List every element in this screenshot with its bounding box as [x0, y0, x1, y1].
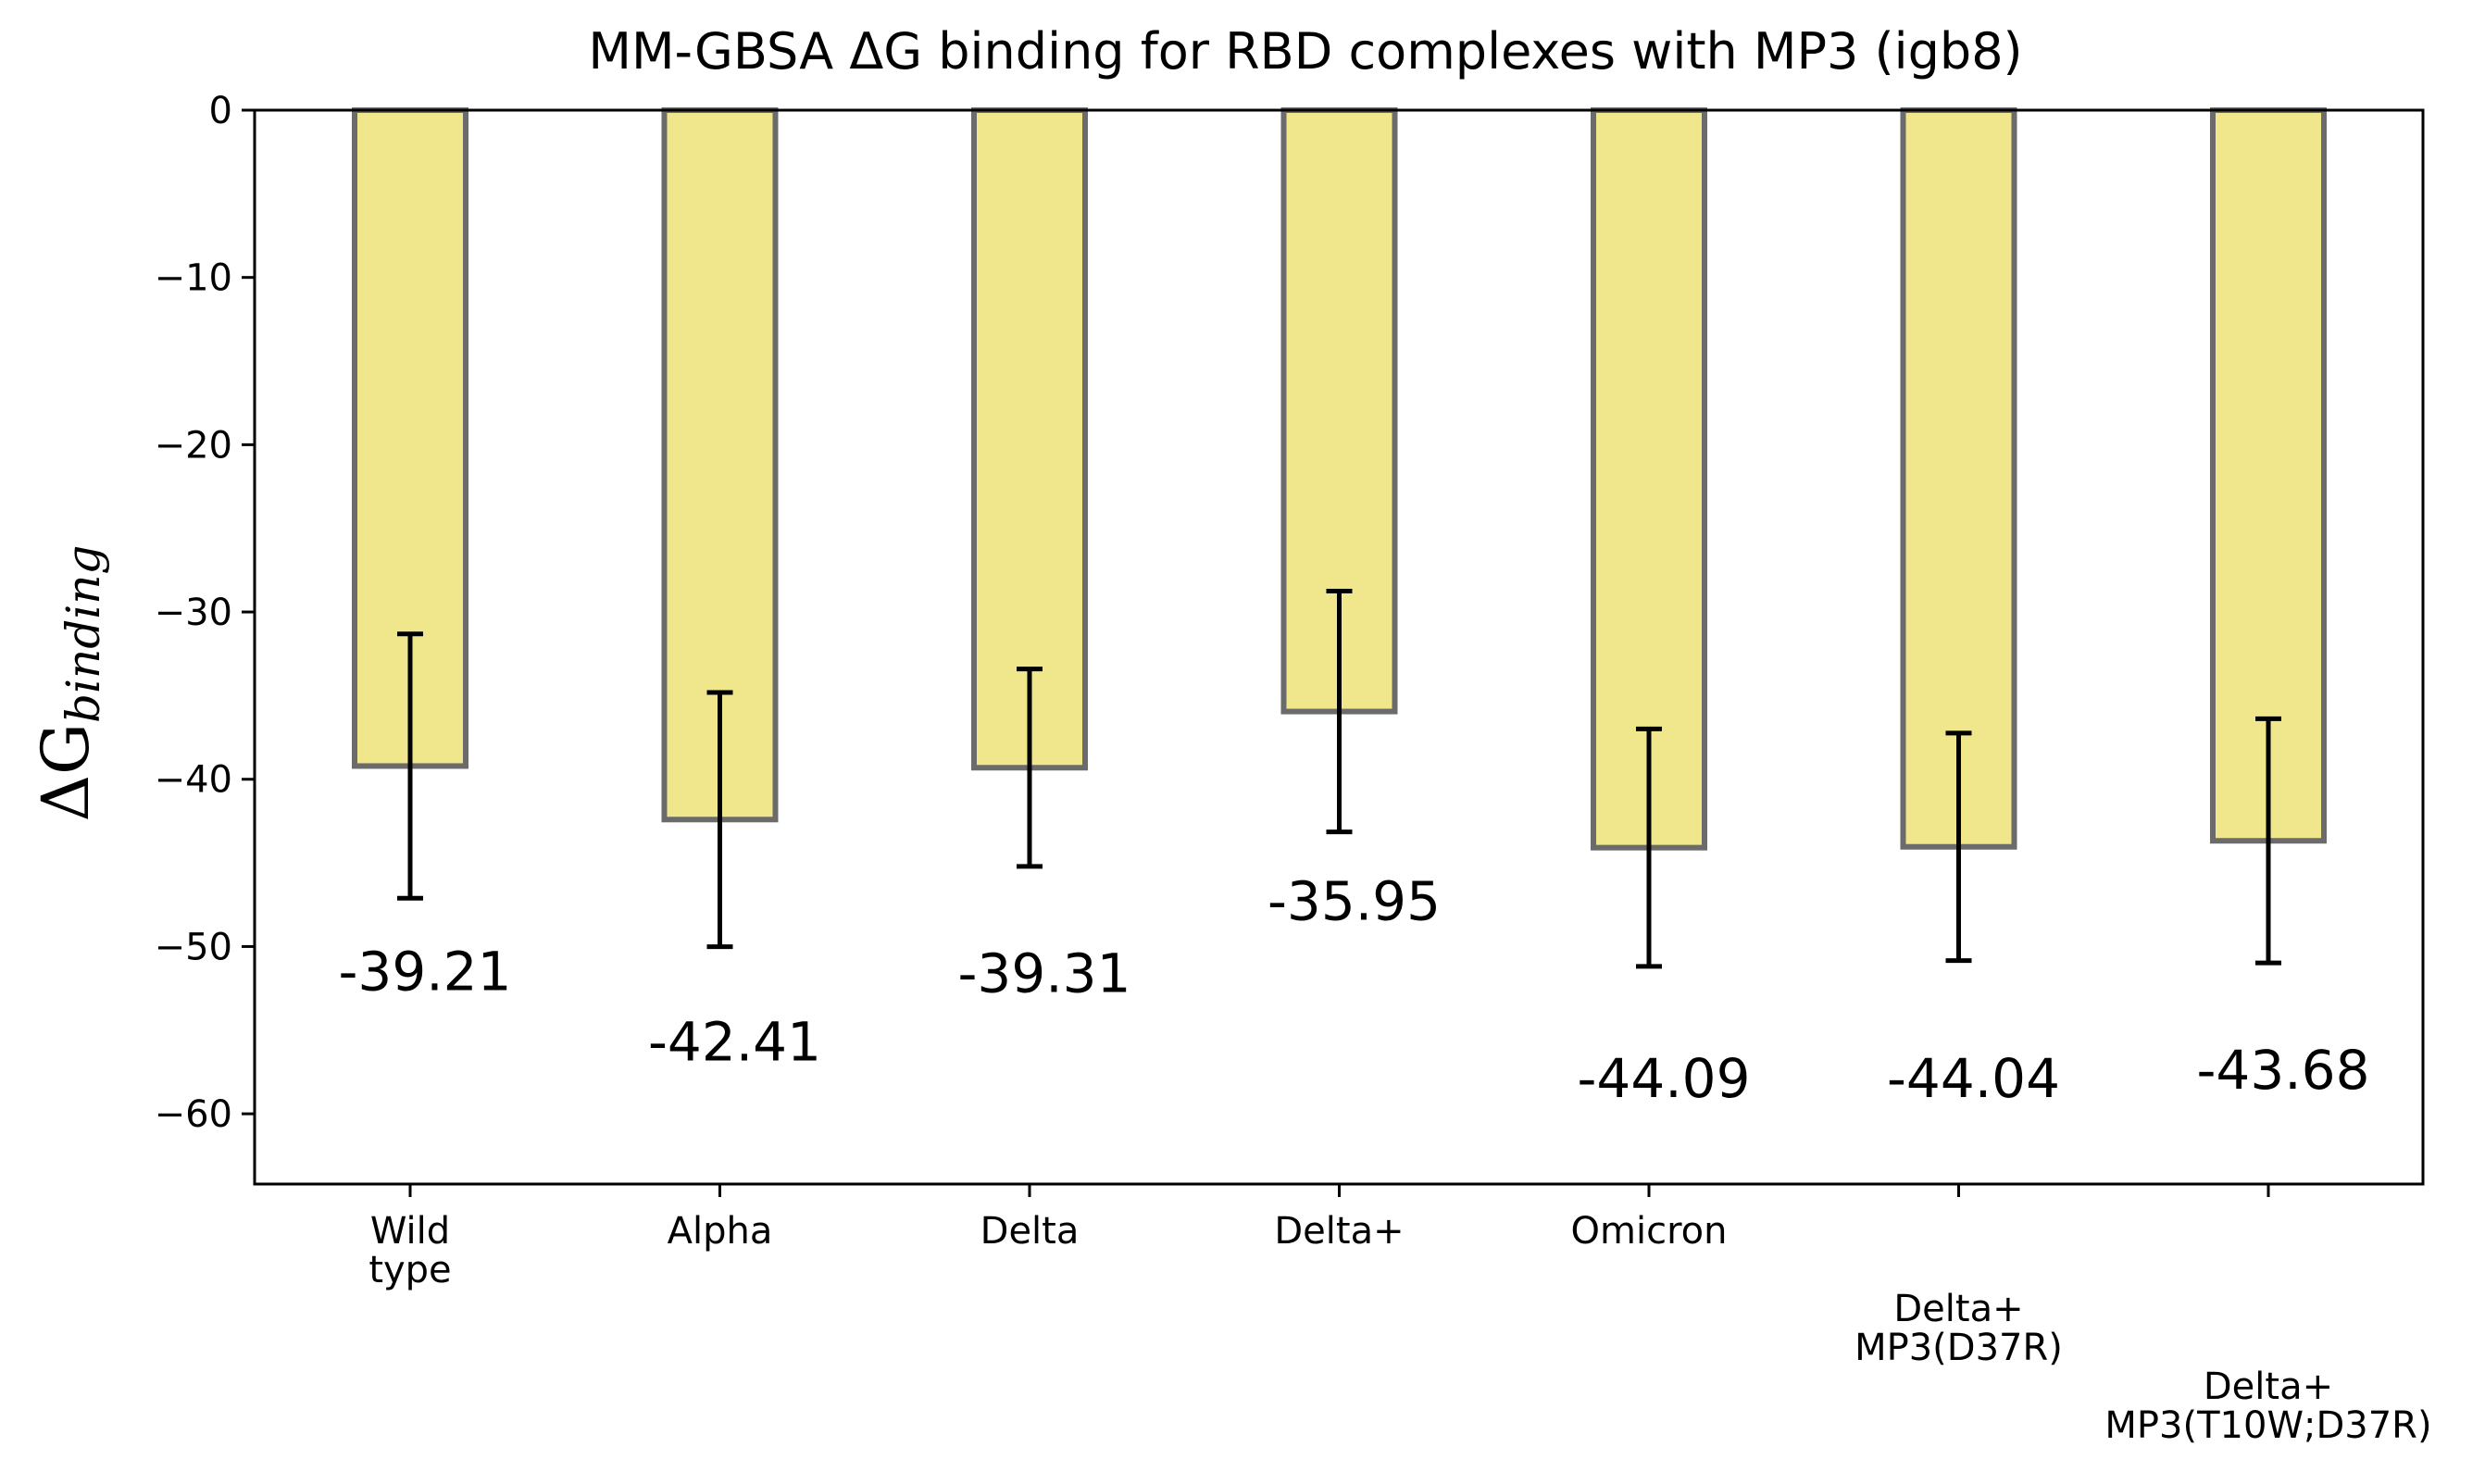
value-label: -39.21: [339, 941, 512, 1004]
x-category-label: type: [368, 1249, 451, 1291]
y-tick-label: 0: [209, 90, 232, 132]
value-label: -42.41: [648, 1010, 821, 1073]
value-labels: -39.21 -42.41 -39.31 -35.95 -44.09 -44.04 -43.…: [339, 870, 2370, 1111]
chart-title: MM-GBSA ΔG binding for RBD complexes wit…: [588, 22, 2022, 81]
y-tick-label: −20: [155, 424, 232, 467]
x-category-label: Delta+: [1274, 1210, 1404, 1253]
y-axis-ticks: 0 −10 −20 −30 −40 −50 −60: [155, 90, 255, 1136]
svg-text:ΔGbinding: ΔGbinding: [28, 545, 110, 822]
y-axis-label: ΔGbinding: [28, 545, 110, 822]
value-label: -43.68: [2197, 1039, 2370, 1102]
x-category-label: MP3(T10W;D37R): [2104, 1404, 2431, 1447]
error-bars: [397, 588, 2281, 969]
y-tick-label: −30: [155, 592, 232, 634]
bar: [1900, 107, 2017, 850]
x-category-label: Delta: [980, 1210, 1080, 1253]
plot-area-frame: [253, 108, 2425, 1186]
bar: [1591, 107, 1707, 851]
x-category-label: Omicron: [1571, 1210, 1728, 1253]
x-category-label: Delta+: [2204, 1366, 2333, 1408]
y-tick-label: −60: [155, 1093, 232, 1136]
bar: [971, 107, 1088, 771]
y-axis-label-main: ΔG: [28, 723, 104, 821]
value-label: -39.31: [958, 942, 1131, 1004]
x-category-label: Delta+: [1893, 1288, 2023, 1330]
x-category-label: MP3(D37R): [1854, 1327, 2063, 1369]
y-tick-label: −50: [155, 926, 232, 968]
value-label: -44.09: [1578, 1047, 1751, 1110]
y-axis-label-subscript: binding: [56, 545, 110, 723]
x-category-label: Alpha: [668, 1210, 773, 1253]
y-tick-label: −40: [155, 759, 232, 802]
y-tick-label: −10: [155, 257, 232, 300]
value-label: -44.04: [1887, 1047, 2060, 1110]
x-category-label: Wild: [370, 1210, 450, 1253]
value-label: -35.95: [1267, 870, 1441, 933]
